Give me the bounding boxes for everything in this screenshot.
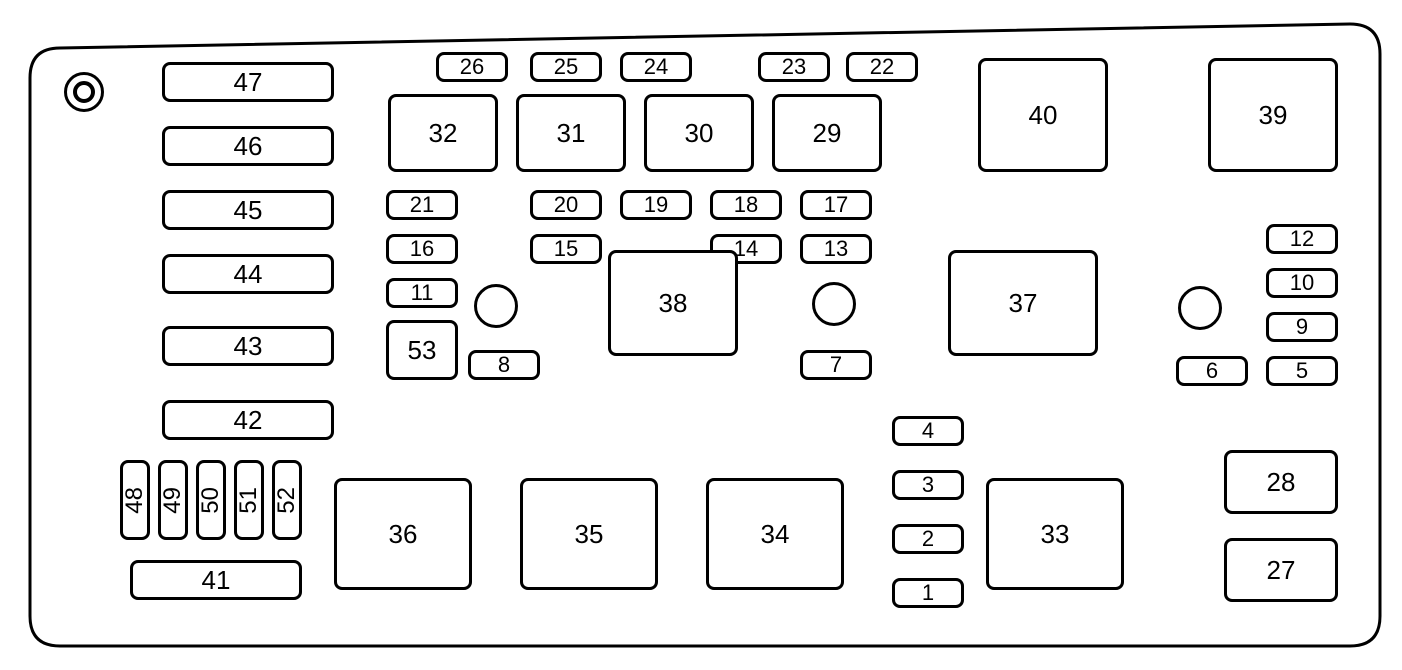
fuse-slot-2: 2 xyxy=(892,524,964,554)
fuse-slot-22: 22 xyxy=(846,52,918,82)
fuse-slot-5: 5 xyxy=(1266,356,1338,386)
fuse-slot-15: 15 xyxy=(530,234,602,264)
post-circle-b xyxy=(812,282,856,326)
mounting-socket-inner xyxy=(73,81,95,103)
fuse-slot-41: 41 xyxy=(130,560,302,600)
fuse-slot-50: 50 xyxy=(196,460,226,540)
fuse-slot-29: 29 xyxy=(772,94,882,172)
fuse-slot-44: 44 xyxy=(162,254,334,294)
fuse-slot-13: 13 xyxy=(800,234,872,264)
fuse-slot-19: 19 xyxy=(620,190,692,220)
fuse-slot-38: 38 xyxy=(608,250,738,356)
fuse-slot-10: 10 xyxy=(1266,268,1338,298)
fuse-slot-4: 4 xyxy=(892,416,964,446)
fuse-slot-51: 51 xyxy=(234,460,264,540)
fuse-slot-label: 48 xyxy=(121,487,149,514)
fuse-slot-26: 26 xyxy=(436,52,508,82)
fuse-slot-21: 21 xyxy=(386,190,458,220)
fuse-slot-6: 6 xyxy=(1176,356,1248,386)
fuse-slot-52: 52 xyxy=(272,460,302,540)
fuse-slot-label: 50 xyxy=(197,487,225,514)
fuse-slot-33: 33 xyxy=(986,478,1124,590)
fuse-slot-36: 36 xyxy=(334,478,472,590)
fuse-slot-label: 49 xyxy=(159,487,187,514)
fuse-slot-34: 34 xyxy=(706,478,844,590)
fuse-slot-17: 17 xyxy=(800,190,872,220)
fuse-slot-24: 24 xyxy=(620,52,692,82)
fuse-slot-43: 43 xyxy=(162,326,334,366)
fuse-slot-23: 23 xyxy=(758,52,830,82)
fuse-slot-9: 9 xyxy=(1266,312,1338,342)
fuse-slot-25: 25 xyxy=(530,52,602,82)
fuse-slot-label: 52 xyxy=(273,487,301,514)
fuse-slot-47: 47 xyxy=(162,62,334,102)
fuse-slot-32: 32 xyxy=(388,94,498,172)
fuse-slot-49: 49 xyxy=(158,460,188,540)
fuse-slot-45: 45 xyxy=(162,190,334,230)
fuse-slot-53: 53 xyxy=(386,320,458,380)
fuse-slot-12: 12 xyxy=(1266,224,1338,254)
fuse-slot-28: 28 xyxy=(1224,450,1338,514)
fuse-slot-31: 31 xyxy=(516,94,626,172)
fuse-slot-16: 16 xyxy=(386,234,458,264)
post-circle-a xyxy=(474,284,518,328)
fuse-slot-27: 27 xyxy=(1224,538,1338,602)
fuse-slot-48: 48 xyxy=(120,460,150,540)
fuse-slot-40: 40 xyxy=(978,58,1108,172)
fuse-slot-35: 35 xyxy=(520,478,658,590)
fuse-slot-3: 3 xyxy=(892,470,964,500)
fuse-slot-42: 42 xyxy=(162,400,334,440)
fuse-slot-46: 46 xyxy=(162,126,334,166)
fuse-slot-20: 20 xyxy=(530,190,602,220)
fuse-slot-37: 37 xyxy=(948,250,1098,356)
post-circle-c xyxy=(1178,286,1222,330)
fuse-slot-1: 1 xyxy=(892,578,964,608)
fuse-slot-7: 7 xyxy=(800,350,872,380)
fuse-slot-11: 11 xyxy=(386,278,458,308)
fuse-slot-8: 8 xyxy=(468,350,540,380)
fuse-slot-18: 18 xyxy=(710,190,782,220)
fuse-slot-30: 30 xyxy=(644,94,754,172)
fuse-slot-label: 51 xyxy=(235,487,263,514)
fuse-slot-39: 39 xyxy=(1208,58,1338,172)
